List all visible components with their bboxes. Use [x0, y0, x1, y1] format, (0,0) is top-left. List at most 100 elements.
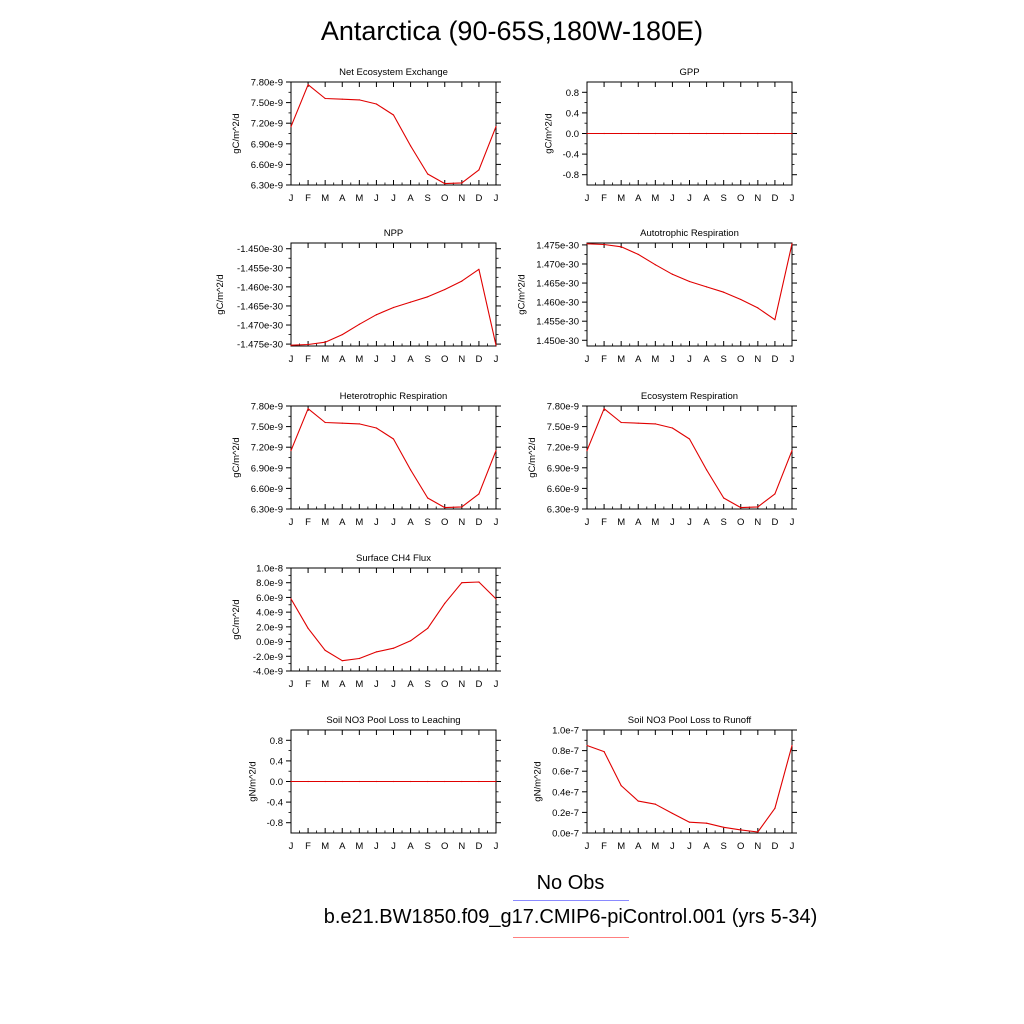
y-tick-label: 6.0e-9: [256, 593, 283, 604]
x-tick-label: O: [441, 193, 448, 204]
x-tick-label: A: [407, 354, 414, 365]
x-tick-label: D: [771, 517, 778, 528]
x-tick-label: M: [617, 517, 625, 528]
data-point: [444, 183, 446, 185]
data-point: [358, 657, 360, 660]
data-point: [375, 314, 378, 316]
x-tick-label: D: [475, 679, 482, 690]
data-point: [654, 423, 656, 425]
y-tick-label: 6.30e-9: [251, 505, 283, 516]
y-tick-label: -0.4: [563, 150, 579, 161]
legend-case-label: b.e21.BW1850.f09_g17.CMIP6-piControl.001…: [323, 906, 818, 928]
y-axis-label: gC/m^2/d: [231, 437, 242, 477]
y-tick-label: -0.8: [563, 170, 579, 181]
x-tick-label: M: [651, 517, 659, 528]
y-tick-label: 6.60e-9: [251, 484, 283, 495]
x-tick-label: M: [355, 193, 363, 204]
data-point: [705, 469, 708, 471]
y-tick-label: 0.0e-9: [256, 637, 283, 648]
y-tick-label: 0.6e-7: [552, 767, 579, 778]
data-point: [723, 132, 725, 135]
data-point: [495, 344, 497, 346]
y-tick-label: 2.0e-9: [256, 622, 283, 633]
x-tick-label: M: [617, 841, 625, 852]
x-tick-label: M: [617, 354, 625, 365]
data-point: [358, 423, 360, 425]
data-point: [478, 493, 480, 495]
y-tick-label: 6.30e-9: [547, 505, 579, 516]
data-point: [478, 169, 480, 171]
y-tick-label: -2.0e-9: [253, 652, 283, 663]
x-tick-label: M: [355, 354, 363, 365]
y-tick-label: 6.60e-9: [251, 160, 283, 171]
x-tick-label: M: [321, 193, 329, 204]
data-point: [688, 132, 691, 135]
figure-title: Antarctica (90-65S,180W-180E): [320, 16, 704, 46]
x-tick-label: F: [601, 354, 607, 365]
x-tick-label: J: [289, 679, 294, 690]
x-tick-label: J: [670, 841, 675, 852]
data-point: [427, 780, 429, 783]
data-point: [495, 598, 497, 600]
x-tick-label: S: [720, 354, 726, 365]
y-axis-label: gN/m^2/d: [247, 761, 258, 801]
y-tick-label: -1.450e-30: [237, 244, 283, 255]
data-point: [290, 780, 292, 783]
data-point: [637, 253, 639, 256]
x-tick-label: M: [355, 517, 363, 528]
x-tick-label: O: [737, 841, 744, 852]
data-point: [637, 132, 639, 135]
data-point: [495, 780, 497, 783]
y-tick-label: 1.0e-8: [256, 564, 283, 575]
x-tick-label: J: [391, 354, 396, 365]
data-point: [427, 627, 429, 629]
x-tick-label: J: [687, 193, 692, 204]
x-tick-label: N: [754, 354, 761, 365]
data-point: [392, 114, 395, 116]
series-line: [586, 744, 793, 833]
x-tick-label: M: [321, 517, 329, 528]
y-tick-label: 0.8: [566, 88, 579, 99]
data-point: [603, 132, 605, 135]
data-point: [705, 822, 708, 824]
data-point: [341, 422, 343, 424]
x-tick-label: S: [424, 354, 430, 365]
data-point: [603, 408, 605, 410]
x-tick-label: J: [289, 517, 294, 528]
data-point: [341, 333, 343, 336]
y-tick-label: -1.465e-30: [237, 301, 283, 312]
y-tick-label: 1.460e-30: [536, 298, 579, 309]
data-point: [654, 132, 656, 135]
x-tick-label: J: [687, 354, 692, 365]
x-tick-label: M: [355, 679, 363, 690]
y-tick-label: 1.465e-30: [536, 279, 579, 290]
y-tick-label: 1.450e-30: [536, 336, 579, 347]
x-tick-label: A: [703, 354, 710, 365]
data-point: [324, 649, 326, 652]
x-tick-label: S: [720, 193, 726, 204]
data-point: [290, 598, 292, 600]
data-point: [358, 323, 360, 325]
legend-obs-line: [513, 900, 629, 901]
x-tick-label: N: [458, 517, 465, 528]
x-tick-label: J: [585, 841, 590, 852]
y-tick-label: -0.8: [267, 818, 283, 829]
x-tick-label: O: [441, 517, 448, 528]
x-tick-label: J: [374, 841, 379, 852]
x-tick-label: J: [374, 193, 379, 204]
x-tick-label: F: [305, 193, 311, 204]
x-tick-label: A: [339, 517, 346, 528]
y-tick-label: 0.4: [566, 108, 579, 119]
x-tick-label: J: [585, 193, 590, 204]
data-point: [307, 84, 309, 86]
data-point: [723, 291, 725, 293]
data-point: [603, 751, 605, 753]
data-point: [307, 627, 309, 629]
y-axis-label: gC/m^2/d: [231, 113, 242, 153]
data-point: [620, 421, 622, 424]
x-tick-label: J: [790, 841, 795, 852]
